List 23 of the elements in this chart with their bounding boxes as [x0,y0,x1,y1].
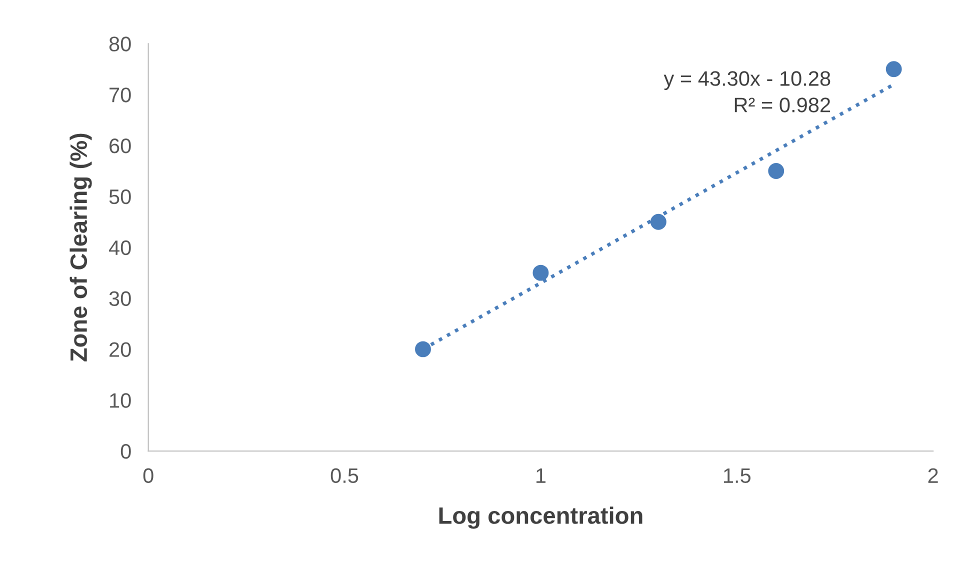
x-tick-label: 1.5 [724,468,750,484]
y-axis-title: Zone of Clearing (%) [70,134,92,362]
y-tick-label: 50 [109,189,131,204]
y-tick-label: 60 [110,138,131,154]
x-tick-label: 1 [536,468,546,483]
y-tick-label: 10 [110,393,131,408]
y-tick-label: 40 [108,240,131,256]
y-tick-label: 80 [109,36,131,52]
x-tick-label: 2 [928,468,938,483]
annotation: y = 43.30x - 10.28 [664,71,830,90]
point [415,341,431,358]
point [650,214,666,230]
x-axis-title: Log concentration [439,506,642,529]
x-tick-label: 0 [143,468,154,484]
y-tick-label: 20 [110,342,131,357]
y-tick-label: 30 [109,291,131,306]
point [532,264,549,281]
y-tick-label: 0 [120,444,131,459]
point [768,162,784,179]
y-tick-label: 70 [110,88,131,102]
point [886,61,902,78]
annotation: R² = 0.982 [734,98,830,112]
x-tick-label: 0.5 [330,468,358,484]
